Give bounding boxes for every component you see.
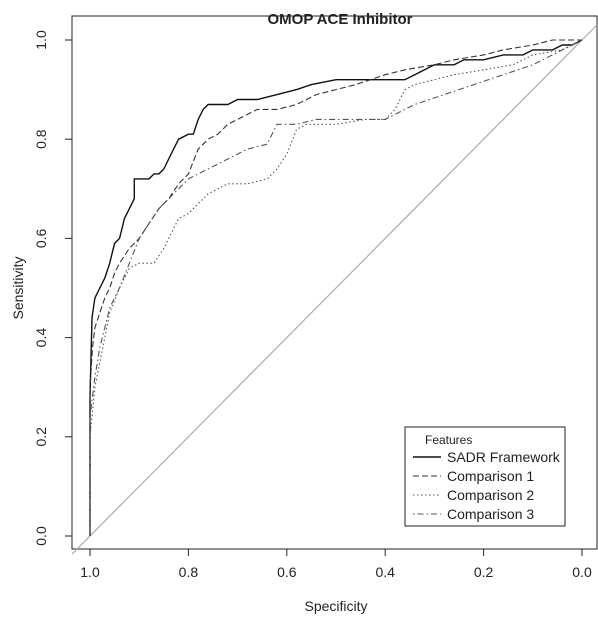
x-tick-label: 0.8 xyxy=(179,564,199,580)
plot-frame xyxy=(71,15,598,550)
x-axis-title: Specificity xyxy=(304,598,367,614)
chart-title: OMOP ACE Inhibitor xyxy=(268,11,413,28)
legend-entry-label: Comparison 2 xyxy=(447,487,534,503)
x-tick-label: 0.4 xyxy=(375,564,395,580)
x-tick-label: 0.2 xyxy=(474,564,494,580)
legend-entry-label: SADR Framework xyxy=(447,449,561,465)
y-tick-label: 1.0 xyxy=(33,30,49,50)
x-tick-label: 1.0 xyxy=(80,564,100,580)
x-tick-label: 0.6 xyxy=(277,564,297,580)
x-tick-label: 0.0 xyxy=(572,564,592,580)
y-tick-label: 0.6 xyxy=(33,228,49,248)
series-line-comparison-1 xyxy=(89,39,582,536)
legend-entry-label: Comparison 3 xyxy=(447,506,534,522)
series-line-comparison-3 xyxy=(89,39,583,536)
y-tick-label: 0.4 xyxy=(33,328,49,348)
reference-diagonal-line xyxy=(71,24,598,555)
y-tick-label: 0.0 xyxy=(33,526,49,546)
legend-title: Features xyxy=(425,433,472,447)
y-tick-label: 0.8 xyxy=(33,129,49,149)
y-tick-label: 0.2 xyxy=(33,427,49,447)
legend-entry-label: Comparison 1 xyxy=(447,468,534,484)
series-line-sadr-framework xyxy=(89,39,583,536)
y-axis-title: Sensitivity xyxy=(10,256,26,319)
